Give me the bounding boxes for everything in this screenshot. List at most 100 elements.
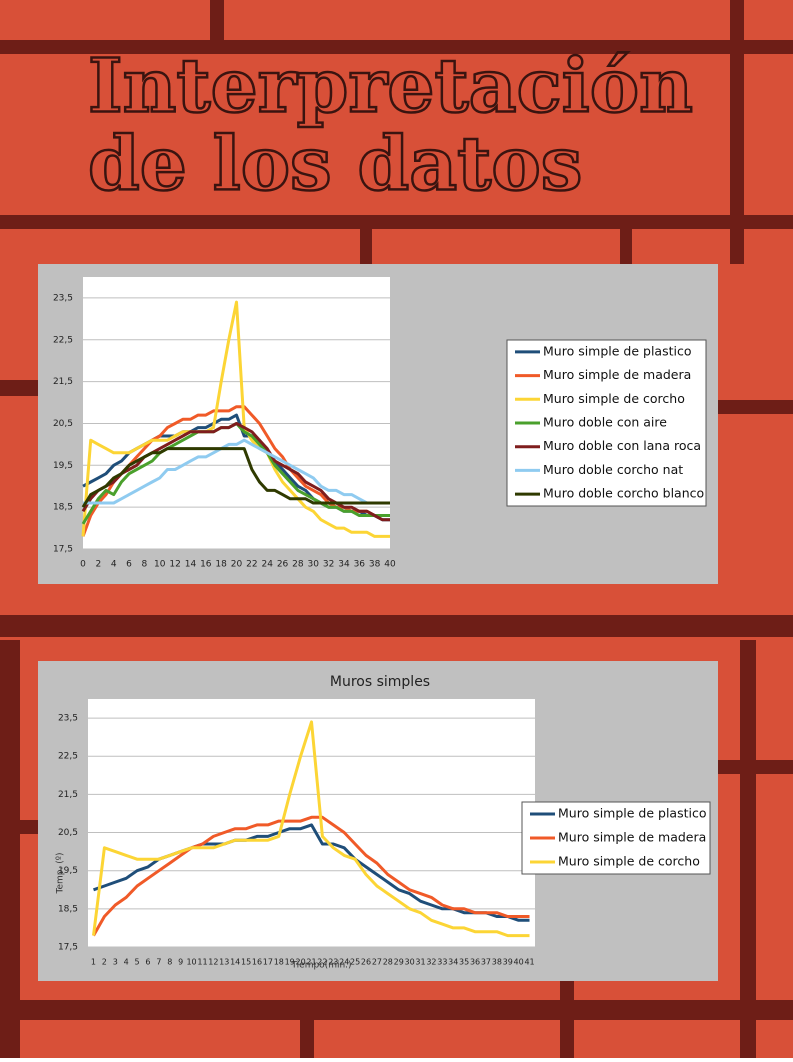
x-tick-label: 18 [215, 560, 227, 570]
y-tick-label: 21,5 [53, 377, 73, 387]
x-tick-label: 20 [231, 560, 243, 570]
x-tick-label: 40 [384, 560, 396, 570]
series-line [81, 300, 390, 538]
x-tick-label: 3 [113, 958, 118, 967]
y-tick-label: 18,5 [58, 904, 78, 914]
y-tick-label: 17,5 [58, 943, 78, 953]
x-tick-label: 14 [185, 560, 197, 570]
series-line [81, 447, 390, 508]
x-tick-label: 37 [481, 958, 491, 967]
x-tick-label: 36 [354, 560, 366, 570]
x-tick-label: 38 [369, 560, 381, 570]
x-tick-label: 24 [339, 958, 349, 967]
x-tick-label: 18 [274, 958, 284, 967]
y-tick-label: 19,5 [53, 461, 73, 471]
y-tick-label: 19,5 [58, 866, 78, 876]
x-tick-label: 26 [277, 560, 289, 570]
legend-label: Muro simple de plastico [558, 806, 707, 821]
series-line [92, 815, 530, 937]
y-tick-label: 23,5 [58, 714, 78, 724]
y-tick-label: 17,5 [53, 545, 73, 555]
x-tick-label: 16 [252, 958, 262, 967]
legend-label: Muro doble con aire [543, 415, 667, 430]
x-tick-label: 16 [200, 560, 212, 570]
x-tick-label: 6 [126, 560, 132, 570]
x-tick-label: 32 [426, 958, 436, 967]
x-axis-label: Tiempo(min.) [290, 961, 351, 971]
x-tick-label: 10 [154, 560, 166, 570]
legend-label: Muro simple de madera [543, 367, 691, 382]
x-tick-label: 30 [308, 560, 320, 570]
chart-title: Muros simples [330, 674, 430, 690]
y-tick-label: 22,5 [58, 752, 78, 762]
x-tick-label: 33 [437, 958, 447, 967]
y-tick-label: 23,5 [53, 293, 73, 303]
x-tick-label: 1 [91, 958, 96, 967]
x-tick-label: 24 [261, 560, 273, 570]
y-tick-label: 21,5 [58, 790, 78, 800]
x-tick-label: 14 [230, 958, 240, 967]
legend-label: Muro simple de madera [558, 830, 706, 845]
x-tick-label: 19 [285, 958, 295, 967]
x-tick-label: 27 [372, 958, 382, 967]
x-tick-label: 2 [102, 958, 107, 967]
x-tick-label: 30 [405, 958, 415, 967]
x-tick-label: 17 [263, 958, 273, 967]
x-tick-label: 13 [219, 958, 229, 967]
x-tick-label: 36 [470, 958, 480, 967]
plot-area [88, 699, 535, 947]
x-tick-label: 0 [80, 560, 86, 570]
legend-label: Muro doble con lana roca [543, 438, 701, 453]
x-tick-label: 35 [459, 958, 469, 967]
x-tick-label: 26 [361, 958, 371, 967]
y-axis-label: Temp. (º) [56, 853, 66, 895]
x-tick-label: 32 [323, 560, 334, 570]
x-tick-label: 8 [142, 560, 148, 570]
legend-label: Muro simple de corcho [558, 854, 700, 869]
y-tick-label: 18,5 [53, 503, 73, 513]
legend-label: Muro simple de corcho [543, 391, 685, 406]
x-tick-label: 2 [95, 560, 101, 570]
x-tick-label: 6 [145, 958, 150, 967]
x-tick-label: 28 [292, 560, 304, 570]
x-tick-label: 7 [156, 958, 161, 967]
x-tick-label: 4 [111, 560, 117, 570]
x-tick-label: 5 [135, 958, 140, 967]
x-tick-label: 40 [514, 958, 524, 967]
series-line [83, 438, 390, 505]
x-tick-label: 34 [448, 958, 458, 967]
x-tick-label: 10 [186, 958, 196, 967]
x-tick-label: 12 [208, 958, 218, 967]
legend-box [506, 339, 707, 507]
x-tick-label: 38 [492, 958, 502, 967]
x-tick-label: 25 [350, 958, 360, 967]
x-tick-label: 22 [317, 958, 327, 967]
x-tick-label: 12 [169, 560, 180, 570]
y-tick-label: 20,5 [53, 419, 73, 429]
x-tick-label: 20 [296, 958, 306, 967]
x-tick-label: 39 [503, 958, 513, 967]
series-line [92, 720, 530, 938]
slide-title-line: de los datos [88, 122, 582, 208]
x-tick-label: 28 [383, 958, 393, 967]
y-tick-label: 20,5 [58, 828, 78, 838]
x-tick-label: 29 [394, 958, 404, 967]
legend-label: Muro doble corcho blanco [543, 486, 704, 501]
x-tick-label: 41 [524, 958, 534, 967]
x-tick-label: 34 [338, 560, 350, 570]
x-tick-label: 4 [124, 958, 129, 967]
legend-label: Muro doble corcho nat [543, 462, 683, 477]
x-tick-label: 21 [306, 958, 316, 967]
x-tick-label: 23 [328, 958, 338, 967]
x-tick-label: 22 [246, 560, 257, 570]
x-tick-label: 31 [415, 958, 425, 967]
legend-label: Muro simple de plastico [543, 343, 692, 358]
y-tick-label: 22,5 [53, 335, 73, 345]
x-tick-label: 8 [167, 958, 172, 967]
slide-title-line: Interpretación [88, 44, 693, 130]
x-tick-label: 15 [241, 958, 251, 967]
x-tick-label: 11 [197, 958, 207, 967]
x-tick-label: 9 [178, 958, 183, 967]
